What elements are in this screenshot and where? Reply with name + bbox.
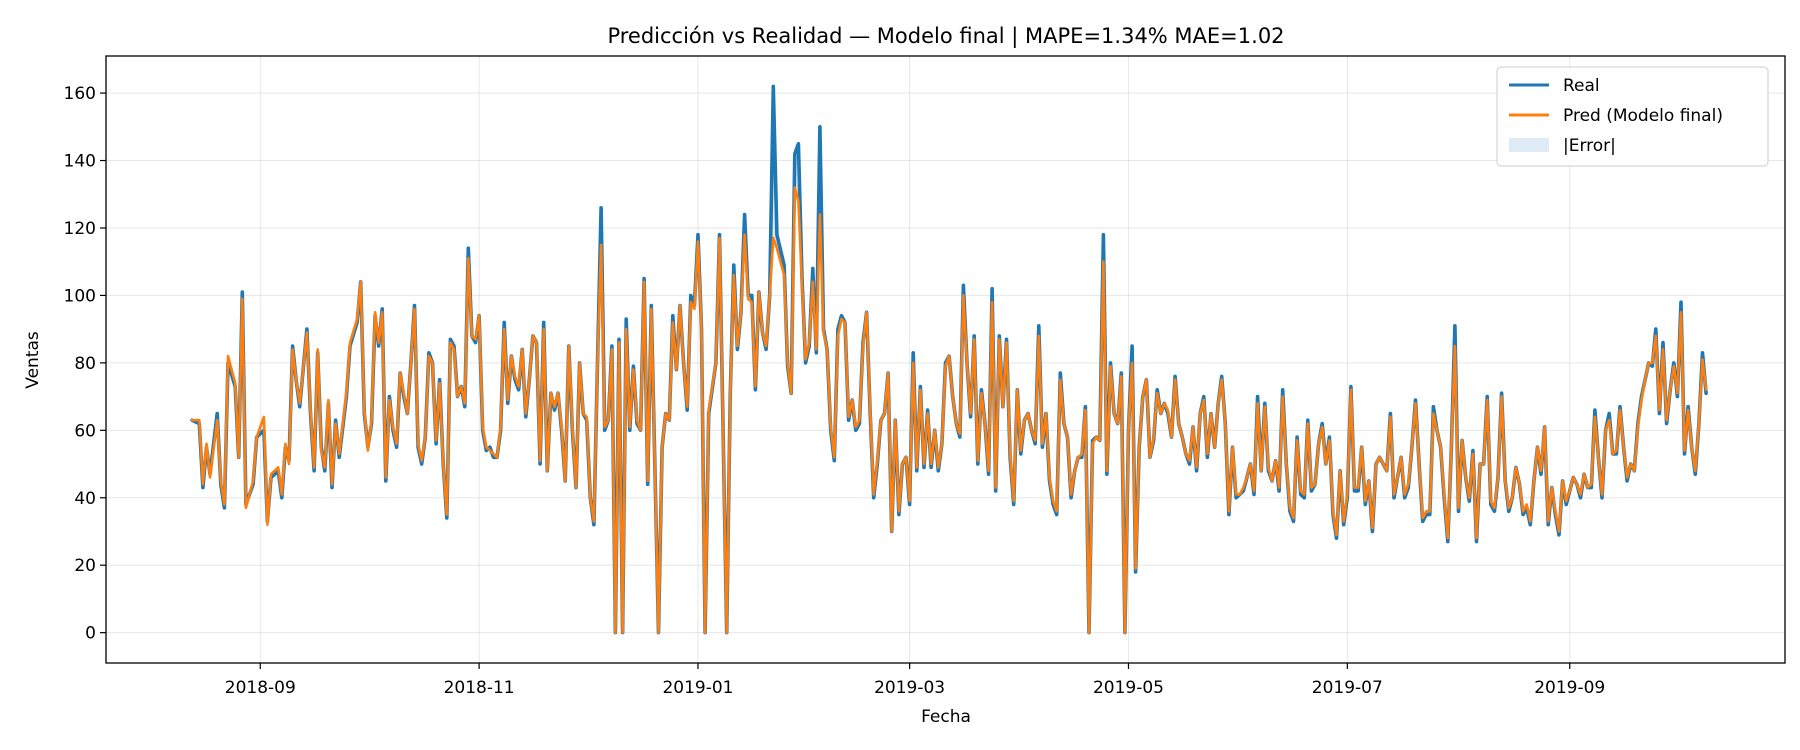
x-axis: 2018-09 2018-11 2019-01 2019-03 2019-05 2019-… (225, 663, 1605, 698)
y-tick-label: 40 (74, 489, 96, 509)
y-tick-label: 100 (64, 286, 96, 306)
y-tick-label: 140 (64, 152, 96, 172)
legend-label: |Error| (1563, 136, 1616, 156)
x-tick-label: 2019-01 (662, 678, 733, 698)
y-axis-label: Ventas (23, 331, 43, 389)
legend-label: Real (1563, 76, 1600, 96)
chart-title: Predicción vs Realidad — Modelo final | … (607, 24, 1284, 49)
x-tick-label: 2018-09 (225, 678, 296, 698)
legend-box (1496, 66, 1769, 167)
x-axis-label: Fecha (921, 707, 971, 727)
x-tick-label: 2019-03 (874, 678, 945, 698)
x-tick-label: 2018-11 (444, 678, 515, 698)
y-axis: 0 20 40 60 80 100 120 140 160 (64, 84, 106, 644)
y-tick-label: 20 (74, 556, 96, 576)
y-tick-label: 160 (64, 84, 96, 104)
y-tick-label: 80 (74, 354, 96, 374)
y-tick-label: 60 (74, 421, 96, 441)
x-tick-label: 2019-05 (1093, 678, 1164, 698)
legend: Real Pred (Modelo final) |Error| (1496, 66, 1769, 167)
x-tick-label: 2019-07 (1312, 678, 1383, 698)
x-tick-label: 2019-09 (1534, 678, 1605, 698)
y-tick-label: 120 (64, 219, 96, 239)
y-tick-label: 0 (85, 624, 96, 644)
series-line-pred (190, 186, 1708, 634)
legend-swatch (1509, 138, 1549, 152)
series-layer (190, 84, 1708, 635)
plot-frame (105, 55, 1786, 664)
legend-label: Pred (Modelo final) (1563, 106, 1723, 126)
